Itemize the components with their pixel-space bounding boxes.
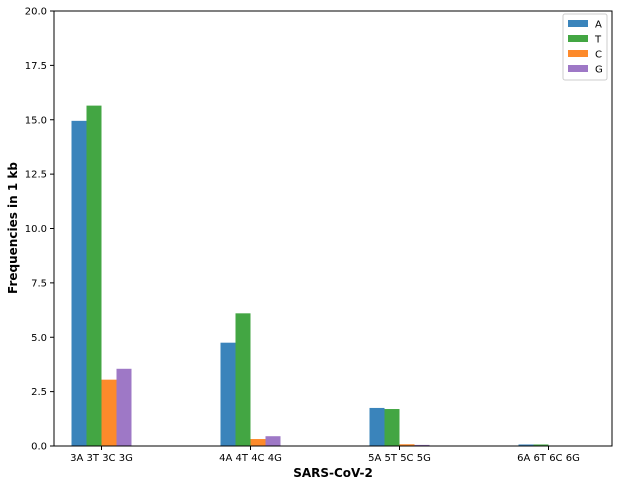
bar-A-4 bbox=[518, 444, 534, 446]
y-tick-label: 0.0 bbox=[31, 442, 47, 453]
bars-group bbox=[71, 105, 549, 447]
legend-label-T: T bbox=[594, 35, 602, 46]
bar-C-1 bbox=[101, 379, 117, 446]
bar-C-3 bbox=[399, 444, 415, 446]
y-tick-label: 10.0 bbox=[25, 224, 47, 235]
y-tick-label: 20.0 bbox=[25, 7, 47, 18]
y-axis-label: Frequencies in 1 kb bbox=[6, 162, 20, 294]
plot-area bbox=[54, 11, 612, 446]
bar-C-2 bbox=[250, 439, 266, 446]
bar-T-1 bbox=[86, 105, 102, 447]
x-tick-label: 6A 6T 6C 6G bbox=[517, 453, 580, 464]
x-tick-label: 5A 5T 5C 5G bbox=[368, 453, 431, 464]
y-tick-label: 17.5 bbox=[25, 61, 47, 72]
x-tick-label: 4A 4T 4C 4G bbox=[219, 453, 282, 464]
bar-G-2 bbox=[265, 436, 281, 446]
bar-G-1 bbox=[116, 368, 132, 446]
y-tick-label: 5.0 bbox=[31, 333, 47, 344]
bar-T-2 bbox=[235, 313, 251, 446]
legend-label-A: A bbox=[595, 20, 602, 31]
x-axis: 3A 3T 3C 3G 4A 4T 4C 4G 5A 5T 5C 5G 6A 6T 6… bbox=[70, 446, 580, 464]
bar-T-3 bbox=[384, 409, 400, 446]
y-tick-label: 12.5 bbox=[25, 170, 47, 181]
legend-swatch-T bbox=[568, 35, 588, 42]
bar-A-2 bbox=[220, 342, 236, 446]
legend-swatch-C bbox=[568, 50, 588, 57]
y-axis: 0.0 2.5 5.0 7.5 10.0 12.5 15.0 17.5 20.0 bbox=[25, 7, 54, 453]
legend-swatch-A bbox=[568, 20, 588, 27]
y-tick-label: 2.5 bbox=[31, 387, 47, 398]
y-tick-label: 15.0 bbox=[25, 115, 47, 126]
x-axis-label: SARS-CoV-2 bbox=[293, 466, 373, 480]
bar-T-4 bbox=[533, 444, 549, 446]
legend-swatch-G bbox=[568, 65, 588, 72]
legend-label-C: C bbox=[595, 50, 602, 61]
legend-box bbox=[562, 13, 608, 81]
x-tick-label: 3A 3T 3C 3G bbox=[70, 453, 133, 464]
y-tick-label: 7.5 bbox=[31, 278, 47, 289]
bar-A-1 bbox=[71, 120, 87, 447]
bar-A-3 bbox=[369, 407, 385, 446]
bar-G-3 bbox=[414, 444, 430, 446]
legend-label-G: G bbox=[595, 65, 603, 76]
